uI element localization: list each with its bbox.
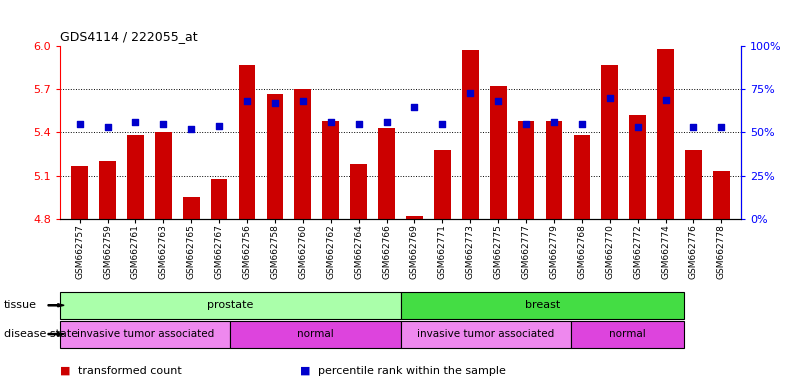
Bar bbox=[630, 115, 646, 219]
Text: tissue: tissue bbox=[4, 300, 37, 310]
Point bbox=[631, 124, 644, 131]
Text: invasive tumor associated: invasive tumor associated bbox=[77, 329, 214, 339]
Point bbox=[575, 121, 588, 127]
Bar bbox=[71, 166, 88, 219]
Bar bbox=[517, 121, 534, 219]
Point bbox=[464, 90, 477, 96]
Point bbox=[380, 119, 393, 125]
Point bbox=[352, 121, 365, 127]
Point bbox=[268, 100, 281, 106]
Bar bbox=[155, 132, 171, 219]
Point bbox=[603, 95, 616, 101]
Point bbox=[240, 98, 253, 104]
Bar bbox=[602, 65, 618, 219]
Bar bbox=[713, 171, 730, 219]
Bar bbox=[574, 136, 590, 219]
Text: invasive tumor associated: invasive tumor associated bbox=[417, 329, 554, 339]
Point bbox=[408, 104, 421, 110]
Bar bbox=[462, 50, 479, 219]
Text: disease state: disease state bbox=[4, 329, 78, 339]
Point bbox=[296, 98, 309, 104]
Bar bbox=[239, 65, 256, 219]
Bar bbox=[99, 161, 116, 219]
Text: percentile rank within the sample: percentile rank within the sample bbox=[318, 366, 506, 376]
Point bbox=[157, 121, 170, 127]
Point bbox=[101, 124, 114, 131]
Bar bbox=[378, 128, 395, 219]
Point bbox=[715, 124, 728, 131]
Text: GDS4114 / 222055_at: GDS4114 / 222055_at bbox=[60, 30, 198, 43]
Bar bbox=[657, 49, 674, 219]
Point bbox=[520, 121, 533, 127]
Point bbox=[324, 119, 337, 125]
Text: ■: ■ bbox=[60, 366, 70, 376]
Text: prostate: prostate bbox=[207, 300, 253, 310]
Bar bbox=[406, 216, 423, 219]
Point bbox=[185, 126, 198, 132]
Text: transformed count: transformed count bbox=[78, 366, 182, 376]
Bar bbox=[434, 150, 451, 219]
Bar bbox=[183, 197, 199, 219]
Point bbox=[659, 96, 672, 103]
Bar bbox=[350, 164, 367, 219]
Point bbox=[687, 124, 700, 131]
Text: normal: normal bbox=[297, 329, 334, 339]
Point bbox=[492, 98, 505, 104]
Bar bbox=[211, 179, 227, 219]
Bar bbox=[295, 89, 312, 219]
Point bbox=[436, 121, 449, 127]
Point bbox=[213, 122, 226, 129]
Bar bbox=[489, 86, 506, 219]
Text: ■: ■ bbox=[300, 366, 311, 376]
Text: breast: breast bbox=[525, 300, 560, 310]
Bar bbox=[685, 150, 702, 219]
Bar bbox=[322, 121, 339, 219]
Bar bbox=[267, 94, 284, 219]
Point bbox=[73, 121, 86, 127]
Bar bbox=[127, 136, 144, 219]
Point bbox=[129, 119, 142, 125]
Bar bbox=[545, 121, 562, 219]
Text: normal: normal bbox=[609, 329, 646, 339]
Point bbox=[548, 119, 561, 125]
